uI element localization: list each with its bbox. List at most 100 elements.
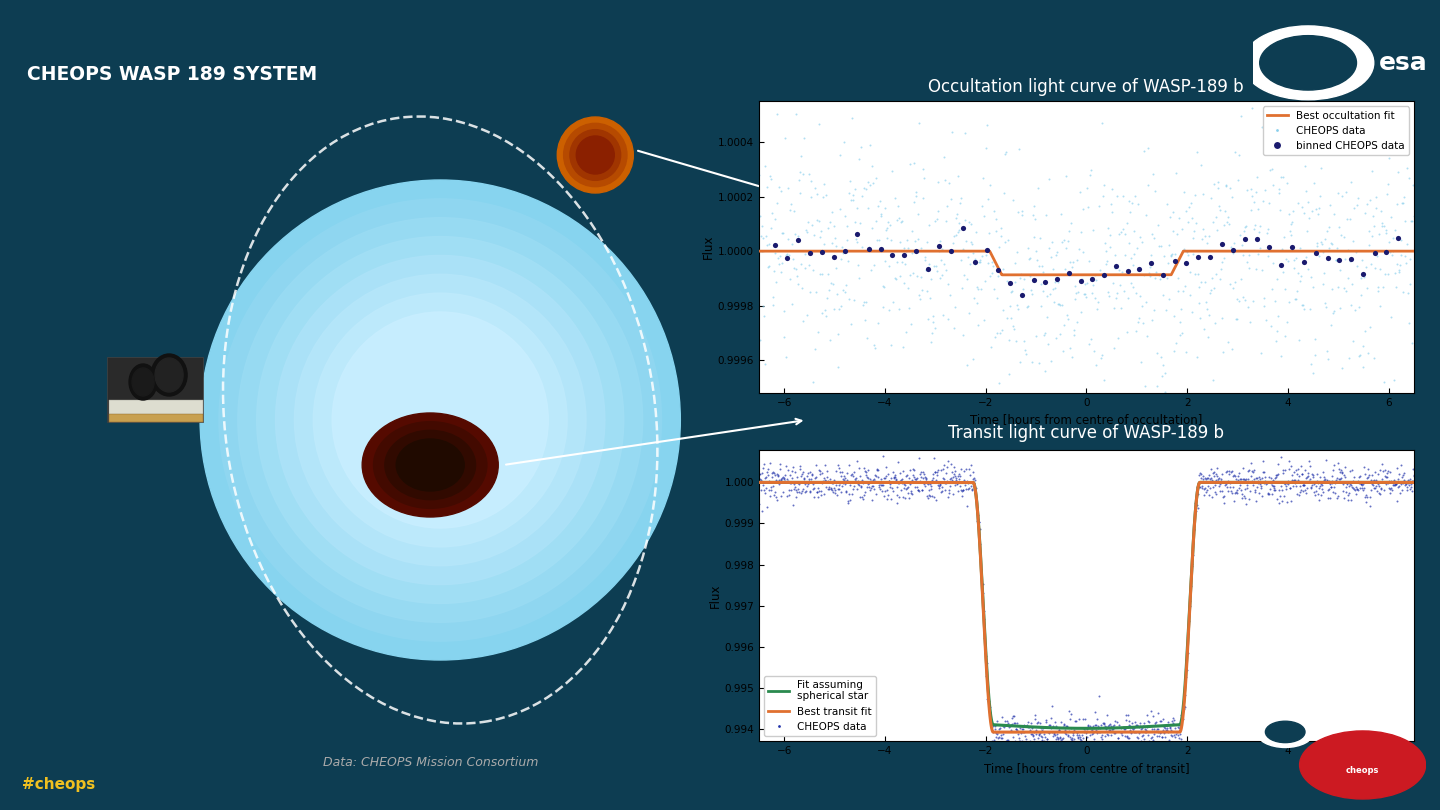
Point xyxy=(756,260,779,273)
Point xyxy=(1398,475,1421,488)
Point xyxy=(975,248,998,261)
Point xyxy=(750,474,773,487)
Point xyxy=(1071,731,1094,744)
Point xyxy=(943,470,966,483)
Point xyxy=(1159,723,1182,736)
Point xyxy=(1348,349,1371,362)
Point xyxy=(945,207,968,220)
Point xyxy=(799,465,822,478)
Point xyxy=(972,605,995,618)
Point xyxy=(1224,470,1247,483)
Point xyxy=(1400,478,1423,491)
Point xyxy=(1312,485,1335,498)
Point xyxy=(1194,295,1217,308)
Point xyxy=(876,468,899,481)
Point xyxy=(1087,725,1110,738)
Point xyxy=(1087,689,1110,702)
Point xyxy=(979,270,1002,283)
Point xyxy=(1359,258,1382,271)
Point xyxy=(1388,487,1411,500)
Point xyxy=(1017,300,1040,313)
Point xyxy=(1398,253,1421,266)
Point xyxy=(927,245,950,258)
Point xyxy=(969,538,992,551)
Point xyxy=(1238,475,1261,488)
Point xyxy=(1287,485,1310,498)
Point xyxy=(1004,275,1027,288)
Point xyxy=(985,224,1008,237)
Point xyxy=(1089,402,1112,415)
Point xyxy=(1116,292,1139,305)
Point xyxy=(780,464,804,477)
Point xyxy=(1201,467,1224,480)
Point xyxy=(1292,479,1315,492)
Point xyxy=(1302,471,1325,484)
Point xyxy=(1136,709,1159,722)
Point xyxy=(966,283,989,296)
Point xyxy=(1309,478,1332,491)
Point xyxy=(1306,474,1329,487)
Point xyxy=(847,271,870,284)
Point xyxy=(1244,219,1267,232)
Point xyxy=(1151,731,1174,744)
Point xyxy=(822,220,845,232)
Point xyxy=(1104,292,1128,305)
Point xyxy=(877,304,900,317)
Point xyxy=(972,612,995,625)
Point xyxy=(1004,734,1027,747)
Point xyxy=(876,221,899,234)
Point xyxy=(829,252,852,265)
Point xyxy=(917,484,940,497)
Point xyxy=(1341,335,1364,348)
Point xyxy=(1287,266,1310,279)
Point xyxy=(1057,725,1080,738)
Circle shape xyxy=(238,218,642,622)
Point xyxy=(757,484,780,497)
Point xyxy=(906,471,929,484)
Point xyxy=(1090,348,1113,361)
Point xyxy=(999,718,1022,731)
Point xyxy=(1035,733,1058,746)
Point xyxy=(785,491,808,504)
Point xyxy=(1135,330,1158,343)
Point xyxy=(943,322,966,335)
Point xyxy=(1021,208,1044,221)
Point xyxy=(1225,484,1248,497)
Point xyxy=(1068,275,1092,288)
Point xyxy=(1050,299,1073,312)
Point xyxy=(1310,245,1333,258)
Point xyxy=(1162,345,1185,358)
Point xyxy=(1308,493,1331,506)
Point xyxy=(1388,480,1411,493)
Point xyxy=(1037,241,1060,254)
Point xyxy=(768,462,791,475)
Point xyxy=(1384,478,1407,491)
Point xyxy=(973,210,996,223)
Point xyxy=(1189,159,1212,172)
Point xyxy=(1142,303,1165,316)
Point xyxy=(848,152,871,165)
Point xyxy=(948,223,971,236)
Point xyxy=(1076,723,1099,735)
Point xyxy=(1202,470,1225,483)
Point xyxy=(1336,244,1359,257)
Point xyxy=(816,483,840,496)
Point xyxy=(798,484,821,497)
Point xyxy=(965,490,988,503)
Point xyxy=(1166,284,1189,297)
Point xyxy=(881,485,904,498)
Point xyxy=(1048,299,1071,312)
Point xyxy=(1274,483,1297,496)
Point xyxy=(1217,336,1240,349)
Point xyxy=(750,467,773,480)
Point xyxy=(950,191,973,204)
Point xyxy=(819,482,842,495)
Point xyxy=(1142,168,1165,181)
Point xyxy=(752,484,775,497)
Point xyxy=(858,473,881,486)
Point xyxy=(1323,477,1346,490)
Point xyxy=(1175,256,1198,269)
Point xyxy=(1315,474,1338,487)
Point xyxy=(1103,301,1126,314)
Point xyxy=(1073,724,1096,737)
